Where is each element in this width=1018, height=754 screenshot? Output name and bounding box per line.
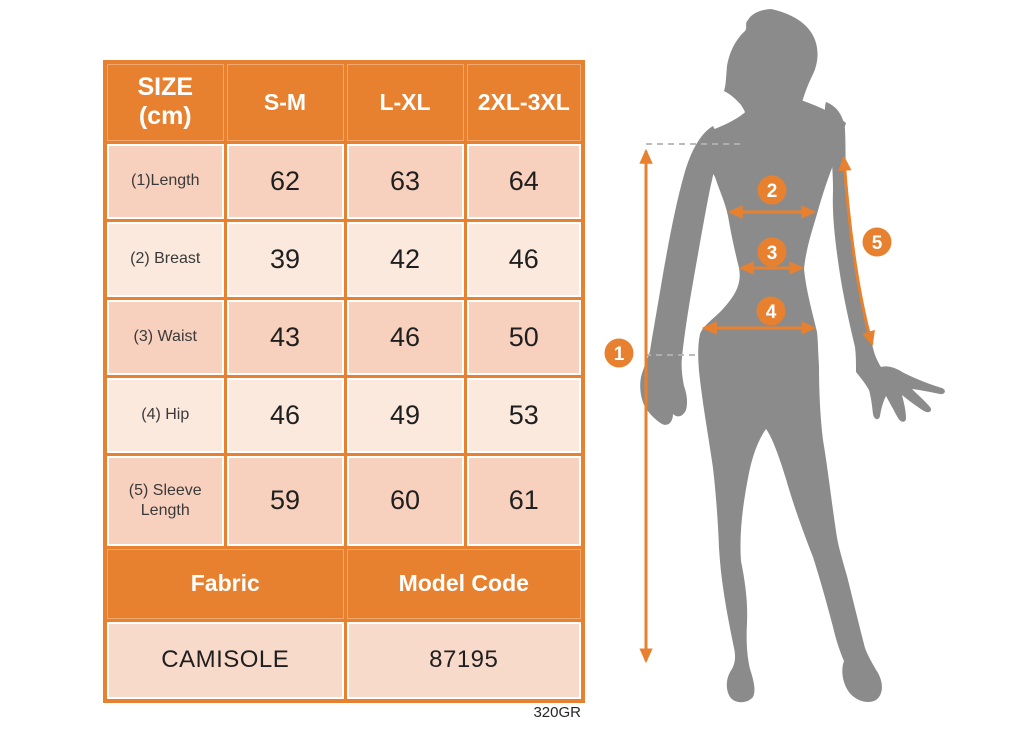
value-cell: 46 xyxy=(343,296,467,378)
table-row: (2) Breast 39 42 46 xyxy=(103,218,585,300)
value-cell: 61 xyxy=(463,452,585,549)
marker-1: 1 xyxy=(604,338,634,368)
marker-1-circle xyxy=(604,338,634,368)
column-header-l-xl: L-XL xyxy=(343,60,467,144)
body-silhouette xyxy=(640,9,945,703)
marker-5-number: 5 xyxy=(872,233,883,254)
table-header-row: SIZE (cm) S-M L-XL 2XL-3XL xyxy=(103,60,585,144)
marker-2: 2 xyxy=(757,175,787,205)
value-cell: 39 xyxy=(223,218,347,300)
silhouette-right-arm xyxy=(824,102,945,422)
weight-note: 320GR xyxy=(533,704,581,721)
silhouette-head xyxy=(724,9,818,124)
value-cell: 59 xyxy=(223,452,347,549)
marker-2-circle xyxy=(757,175,787,205)
marker-3-number: 3 xyxy=(767,243,778,264)
value-cell: 50 xyxy=(463,296,585,378)
value-cell: 64 xyxy=(463,140,585,222)
marker-4-circle xyxy=(756,296,786,326)
marker-4-number: 4 xyxy=(766,302,777,323)
marker-3-circle xyxy=(757,237,787,267)
marker-2-number: 2 xyxy=(767,181,778,202)
value-cell: 53 xyxy=(463,374,585,456)
size-unit-label: (cm) xyxy=(138,102,192,131)
model-code-header-cell: Model Code xyxy=(343,545,585,622)
row-label-hip: (4) Hip xyxy=(103,374,227,456)
table-footer-header-row: Fabric Model Code xyxy=(103,545,585,622)
table-row: (4) Hip 46 49 53 xyxy=(103,374,585,456)
column-header-s-m: S-M xyxy=(223,60,347,144)
row-label-length: (1)Length xyxy=(103,140,227,222)
table-row: (1)Length 62 63 64 xyxy=(103,140,585,222)
value-cell: 42 xyxy=(343,218,467,300)
size-chart-table: SIZE (cm) S-M L-XL 2XL-3XL (1)Length 62 … xyxy=(103,60,585,703)
row-label-breast: (2) Breast xyxy=(103,218,227,300)
table-footer-value-row: CAMISOLE 87195 xyxy=(103,618,585,703)
silhouette-torso-legs xyxy=(698,100,882,703)
marker-5: 5 xyxy=(862,227,892,257)
table-row: (3) Waist 43 46 50 xyxy=(103,296,585,378)
value-cell: 43 xyxy=(223,296,347,378)
row-label-sleeve-length: (5) Sleeve Length xyxy=(103,452,227,549)
row-label-waist: (3) Waist xyxy=(103,296,227,378)
fabric-value-cell: CAMISOLE xyxy=(103,618,347,703)
column-header-2xl-3xl: 2XL-3XL xyxy=(463,60,585,144)
marker-5-circle xyxy=(862,227,892,257)
measurement-markers: 1 2 3 4 5 xyxy=(604,175,892,368)
value-cell: 46 xyxy=(463,218,585,300)
model-code-value-cell: 87195 xyxy=(343,618,585,703)
table-row: (5) Sleeve Length 59 60 61 xyxy=(103,452,585,549)
marker-3: 3 xyxy=(757,237,787,267)
marker-1-number: 1 xyxy=(614,344,625,365)
value-cell: 60 xyxy=(343,452,467,549)
fabric-header-cell: Fabric xyxy=(103,545,347,622)
size-label: SIZE xyxy=(137,72,194,101)
size-unit-header-cell: SIZE (cm) xyxy=(103,60,227,144)
sleeve-measurement-arrow xyxy=(838,155,875,347)
value-cell: 62 xyxy=(223,140,347,222)
marker-4: 4 xyxy=(756,296,786,326)
value-cell: 46 xyxy=(223,374,347,456)
silhouette-left-arm xyxy=(640,126,719,425)
value-cell: 49 xyxy=(343,374,467,456)
value-cell: 63 xyxy=(343,140,467,222)
